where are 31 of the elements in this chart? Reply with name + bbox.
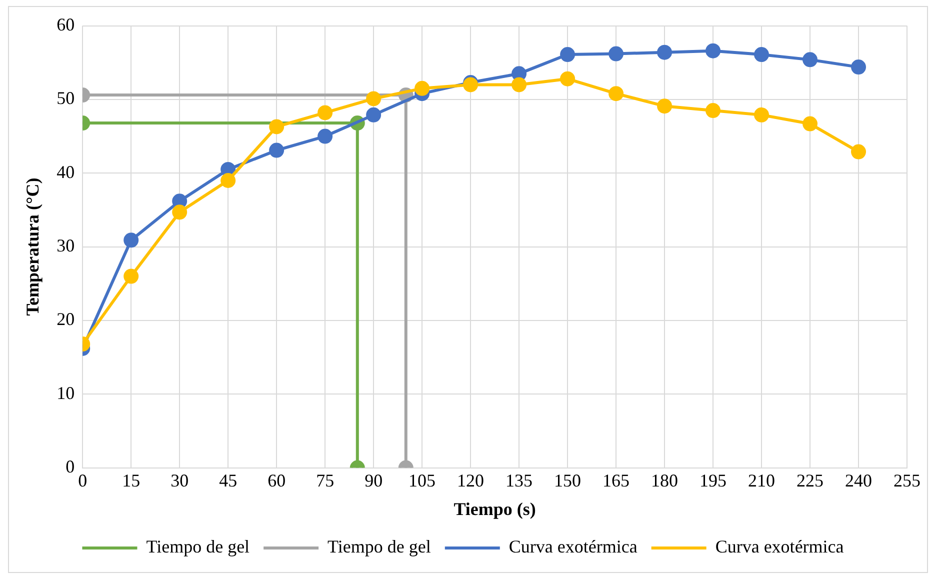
legend-label: Tiempo de gel xyxy=(328,536,431,557)
y-tick-label: 10 xyxy=(56,382,75,403)
x-tick-label: 210 xyxy=(748,470,776,490)
legend-label: Curva exotérmica xyxy=(715,536,844,557)
x-axis-title: Tiempo (s) xyxy=(454,498,536,519)
x-tick-label: 60 xyxy=(268,470,286,490)
y-tick-label: 30 xyxy=(56,236,75,256)
y-axis-title: Temperatura (°C) xyxy=(22,178,42,316)
y-tick-label: 0 xyxy=(66,456,75,477)
x-tick-label: 150 xyxy=(554,470,582,490)
x-tick-label: 30 xyxy=(170,470,189,490)
x-tick-label: 90 xyxy=(364,470,383,490)
y-tick-label: 40 xyxy=(56,162,75,182)
x-tick-label: 240 xyxy=(845,470,872,490)
x-tick-label: 180 xyxy=(651,470,678,490)
legend-label: Curva exotérmica xyxy=(508,536,638,557)
y-tick-label: 20 xyxy=(56,309,75,330)
x-tick-label: 0 xyxy=(78,470,88,490)
y-tick-label: 50 xyxy=(56,88,75,108)
x-tick-label: 255 xyxy=(894,470,920,490)
x-tick-label: 45 xyxy=(219,470,238,490)
x-tick-label: 165 xyxy=(602,470,630,490)
legend-label: Tiempo de gel xyxy=(146,536,250,557)
x-tick-label: 225 xyxy=(796,470,824,490)
x-tick-label: 75 xyxy=(316,470,334,490)
x-tick-label: 15 xyxy=(122,470,140,490)
x-tick-label: 135 xyxy=(506,470,533,490)
x-tick-label: 105 xyxy=(408,470,436,490)
x-tick-label: 120 xyxy=(457,470,484,490)
y-tick-label: 60 xyxy=(56,14,75,35)
x-tick-label: 195 xyxy=(700,470,727,490)
